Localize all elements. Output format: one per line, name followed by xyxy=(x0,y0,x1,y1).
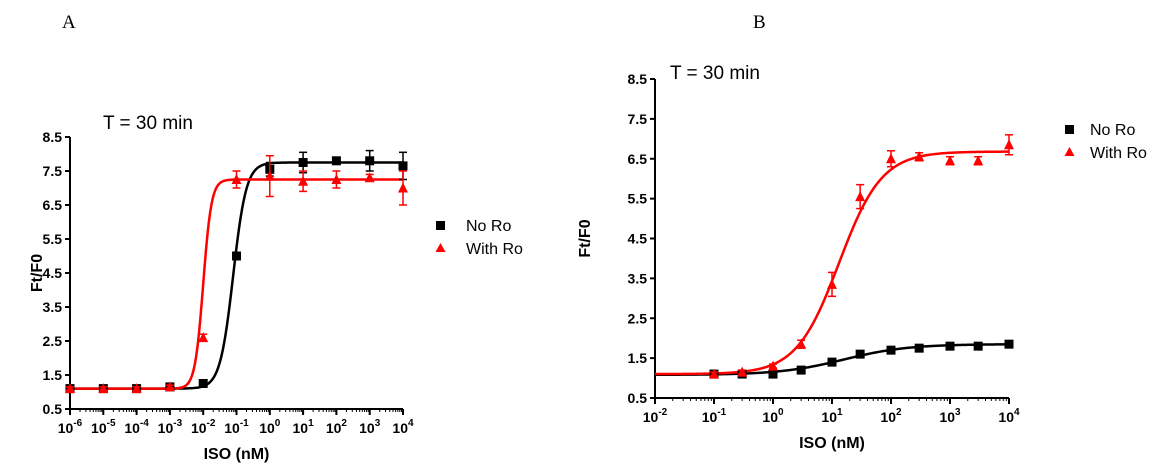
data-point-square xyxy=(768,369,778,379)
y-axis-label: Ft/F0 xyxy=(577,219,594,257)
data-point-triangle xyxy=(914,151,925,162)
panel-b-chart: T = 30 min No Ro With Ro 0.5 1.5 2.5 3.5 4.5… xyxy=(577,63,1147,452)
data-point-square xyxy=(232,251,241,261)
y-tick-label: 2.5 xyxy=(43,333,63,349)
legend-marker-triangle xyxy=(1064,147,1075,156)
data-point-triangle xyxy=(945,155,955,166)
data-point-triangle xyxy=(737,366,748,377)
legend-label: With Ro xyxy=(466,241,523,258)
fit-curve xyxy=(70,178,403,390)
data-point-triangle xyxy=(768,360,778,371)
x-tick-label: 10-4 xyxy=(124,418,149,436)
data-point-triangle xyxy=(231,174,242,184)
fit-curve xyxy=(655,150,1010,376)
y-tick-label: 6.5 xyxy=(628,151,648,167)
y-tick-label: 5.5 xyxy=(628,191,648,207)
data-point-triangle xyxy=(331,174,342,184)
legend-label: No Ro xyxy=(1090,122,1135,139)
panel-a-letter: A xyxy=(62,12,76,33)
data-point-triangle xyxy=(264,170,275,181)
x-tick-label: 101 xyxy=(821,407,843,425)
data-point-square xyxy=(365,156,375,166)
y-axis-label: Ft/F0 xyxy=(29,254,46,292)
y-tick-label: 7.5 xyxy=(43,163,63,179)
legend-marker-square xyxy=(1065,125,1074,134)
data-point-triangle xyxy=(198,332,209,343)
y-tick-label: 3.5 xyxy=(43,299,63,315)
data-point-square xyxy=(298,158,308,167)
x-tick-label: 10-2 xyxy=(643,407,668,425)
panel-b-letter: B xyxy=(753,12,766,33)
data-point-triangle xyxy=(98,383,109,394)
x-tick-label: 103 xyxy=(359,418,381,436)
x-tick-label: 104 xyxy=(392,418,414,436)
y-tick-label: 7.5 xyxy=(628,111,648,127)
x-tick-label: 10-6 xyxy=(58,418,83,436)
data-point-triangle xyxy=(855,191,866,202)
x-tick-label: 10-2 xyxy=(191,418,216,436)
data-point-triangle xyxy=(827,278,837,289)
y-tick-label: 4.5 xyxy=(43,265,63,281)
y-tick-label: 1.5 xyxy=(628,350,648,366)
fit-curve xyxy=(70,161,403,390)
x-tick-label: 101 xyxy=(293,418,315,436)
panel-a-chart: T = 30 min No Ro With Ro 0.5 1.5 2.5 3.5 4.5… xyxy=(29,113,523,463)
data-point-triangle xyxy=(364,172,375,183)
legend-label: With Ro xyxy=(1090,145,1147,162)
x-tick-label: 104 xyxy=(998,407,1020,425)
y-tick-label: 6.5 xyxy=(43,197,63,213)
legend-marker-square xyxy=(436,221,445,230)
data-point-square xyxy=(945,341,955,351)
data-point-triangle xyxy=(1004,139,1014,150)
data-point-triangle xyxy=(398,182,408,193)
x-axis-label: ISO (nM) xyxy=(204,446,270,463)
y-tick-label: 5.5 xyxy=(43,231,63,247)
x-axis-label: ISO (nM) xyxy=(799,435,865,452)
x-tick-label: 10-1 xyxy=(702,407,727,425)
y-tick-label: 8.5 xyxy=(628,71,648,87)
legend-label: No Ro xyxy=(466,218,511,235)
x-tick-label: 10-1 xyxy=(224,418,249,436)
panel-a-annotation: T = 30 min xyxy=(103,113,193,134)
data-point-square xyxy=(198,379,208,388)
data-point-triangle xyxy=(164,381,175,392)
x-tick-label: 100 xyxy=(259,418,281,436)
data-point-triangle xyxy=(709,368,719,379)
x-tick-label: 10-5 xyxy=(91,418,116,436)
y-tick-label: 0.5 xyxy=(43,401,63,417)
panel-a-legend: No Ro With Ro xyxy=(435,218,523,258)
y-tick-label: 8.5 xyxy=(43,129,63,145)
data-point-square xyxy=(331,156,341,166)
panel-b-legend: No Ro With Ro xyxy=(1064,122,1147,162)
data-point-triangle xyxy=(298,175,309,186)
data-point-square xyxy=(914,343,924,353)
panel-b-annotation: T = 30 min xyxy=(670,63,760,84)
data-point-triangle xyxy=(65,383,75,394)
data-point-square xyxy=(1004,339,1014,349)
x-tick-label: 10-3 xyxy=(158,418,183,436)
x-tick-label: 102 xyxy=(326,418,348,436)
y-tick-label: 2.5 xyxy=(628,310,648,326)
data-point-square xyxy=(886,345,896,355)
data-point-square xyxy=(796,365,806,375)
data-point-square xyxy=(827,357,837,367)
x-tick-label: 103 xyxy=(939,407,961,425)
data-point-square xyxy=(855,349,865,359)
x-tick-label: 100 xyxy=(762,407,784,425)
legend-marker-triangle xyxy=(435,243,446,252)
data-point-square xyxy=(398,161,408,171)
y-tick-label: 3.5 xyxy=(628,270,648,286)
y-tick-label: 0.5 xyxy=(628,390,648,406)
data-point-square xyxy=(973,341,983,351)
x-tick-label: 102 xyxy=(880,407,902,425)
data-point-triangle xyxy=(886,153,896,164)
data-point-triangle xyxy=(973,155,984,166)
data-point-triangle xyxy=(131,383,142,394)
y-tick-label: 4.5 xyxy=(628,231,648,247)
data-point-triangle xyxy=(796,338,807,349)
y-tick-label: 1.5 xyxy=(43,367,63,383)
